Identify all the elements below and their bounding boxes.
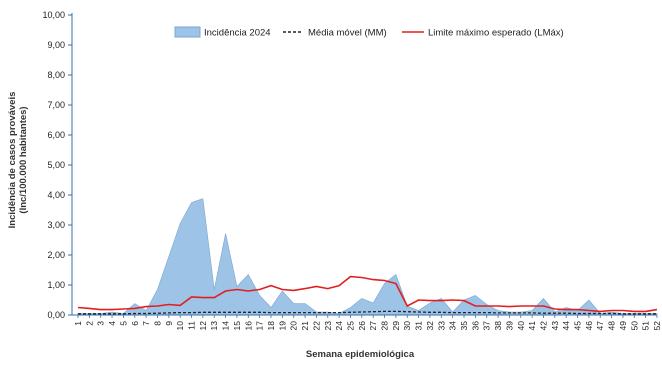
y-tick-label: 3,00 (47, 220, 65, 230)
x-tick-labels: 1 2 3 4 5 6 7 8 9 10 11 12 13 14 15 16 17 18 19 20 21 22 23 24 2… (73, 321, 662, 331)
y-tick-label: 6,00 (47, 130, 65, 140)
x-tick-label: 40 (516, 321, 526, 331)
legend-label-lmax: Limite máximo esperado (LMáx) (428, 28, 564, 39)
y-tick-label: 9,00 (47, 40, 65, 50)
x-tick-label: 2 (84, 321, 94, 326)
x-tick-label: 43 (550, 321, 560, 331)
x-tick-label: 17 (255, 321, 265, 331)
x-tick-label: 1 (73, 321, 83, 326)
y-axis-title: Incidência de casos prováveis (Inc/100.0… (7, 92, 29, 229)
x-tick-label: 10 (175, 321, 185, 331)
x-tick-label: 46 (584, 321, 594, 331)
x-tick-label: 48 (607, 321, 617, 331)
x-tick-label: 34 (448, 321, 458, 331)
y-tick-label: 8,00 (47, 70, 65, 80)
x-tick-label: 44 (561, 321, 571, 331)
x-tick-label: 33 (436, 321, 446, 331)
x-tick-label: 25 (345, 321, 355, 331)
y-tick-label: 5,00 (47, 160, 65, 170)
x-tick-label: 41 (527, 321, 537, 331)
x-tick-label: 24 (334, 321, 344, 331)
x-tick-label: 13 (209, 321, 219, 331)
x-tick-label: 50 (629, 321, 639, 331)
x-tick-label: 4 (107, 321, 117, 326)
series-area-incidencia (77, 198, 658, 316)
axes (68, 13, 658, 318)
x-tick-label: 22 (311, 321, 321, 331)
x-tick-label: 38 (493, 321, 503, 331)
x-axis-title: Semana epidemiológica (306, 349, 415, 360)
x-tick-label: 51 (641, 321, 651, 331)
x-tick-label: 45 (573, 321, 583, 331)
x-tick-label: 36 (470, 321, 480, 331)
y-tick-label: 7,00 (47, 100, 65, 110)
y-tick-label: 1,00 (47, 280, 65, 290)
x-tick-label: 21 (300, 321, 310, 331)
x-tick-label: 49 (618, 321, 628, 331)
x-tick-label: 37 (482, 321, 492, 331)
x-tick-label: 18 (266, 321, 276, 331)
legend: Incidência 2024 Média móvel (MM) Limite … (174, 26, 564, 39)
series-line-media-movel (78, 310, 657, 315)
x-tick-label: 30 (402, 321, 412, 331)
x-tick-label: 32 (425, 321, 435, 331)
x-tick-label: 9 (164, 321, 174, 326)
y-axis-title-line1: Incidência de casos prováveis (7, 92, 18, 229)
x-tick-label: 19 (277, 321, 287, 331)
x-tick-label: 47 (595, 321, 605, 331)
x-tick-label: 3 (96, 321, 106, 326)
y-tick-label: 2,00 (47, 250, 65, 260)
x-tick-label: 23 (323, 321, 333, 331)
x-tick-label: 5 (118, 321, 128, 326)
series-line-limite-maximo (77, 275, 658, 313)
x-tick-label: 12 (198, 321, 208, 331)
x-tick-label: 15 (232, 321, 242, 331)
x-tick-label: 31 (414, 321, 424, 331)
x-tick-label: 29 (391, 321, 401, 331)
x-tick-label: 8 (152, 321, 162, 326)
x-tick-label: 7 (141, 321, 151, 326)
y-tick-labels: 0,00 1,00 2,00 3,00 4,00 5,00 6,00 7,00 8,00 9,00… (42, 10, 65, 320)
x-tick-label: 11 (187, 321, 197, 330)
y-tick-label: 0,00 (47, 310, 65, 320)
x-tick-label: 20 (289, 321, 299, 331)
plot-marks (77, 198, 658, 316)
x-tick-label: 42 (538, 321, 548, 331)
x-tick-label: 14 (221, 321, 231, 331)
y-tick-label: 4,00 (47, 190, 65, 200)
y-tick-label: 10,00 (42, 10, 65, 20)
x-tick-label: 16 (243, 321, 253, 331)
y-axis-title-line2: (Inc/100.000 habitantes) (18, 106, 29, 213)
legend-label-mm: Média móvel (MM) (308, 28, 387, 39)
x-tick-label: 35 (459, 321, 469, 331)
legend-label-incidencia: Incidência 2024 (204, 28, 271, 39)
x-tick-label: 6 (130, 321, 140, 326)
x-tick-label: 27 (368, 321, 378, 331)
x-tick-label: 52 (652, 321, 662, 331)
x-tick-label: 39 (504, 321, 514, 331)
x-tick-label: 26 (357, 321, 367, 331)
legend-swatch-incidencia (174, 26, 201, 38)
x-tick-label: 28 (380, 321, 390, 331)
